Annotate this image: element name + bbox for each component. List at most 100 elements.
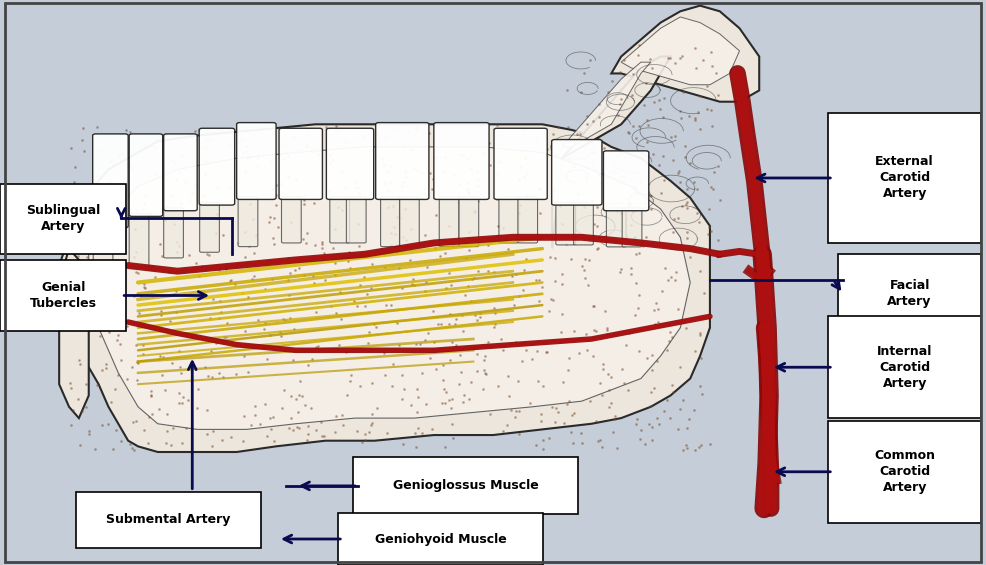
Point xyxy=(146,141,162,150)
FancyBboxPatch shape xyxy=(129,134,163,216)
Point xyxy=(512,292,528,301)
Point xyxy=(615,171,631,180)
Point xyxy=(244,341,259,350)
Point xyxy=(213,308,229,317)
Point xyxy=(162,316,177,325)
Point xyxy=(96,299,111,308)
Point xyxy=(595,359,610,368)
Point xyxy=(469,239,485,248)
Point xyxy=(144,211,160,220)
Point xyxy=(205,427,221,436)
Point xyxy=(69,201,85,210)
Point xyxy=(237,252,252,261)
Text: Genioglossus Muscle: Genioglossus Muscle xyxy=(392,479,538,492)
Point xyxy=(384,381,399,390)
Point xyxy=(546,187,562,196)
Point xyxy=(477,370,493,379)
Point xyxy=(273,332,289,341)
Point xyxy=(66,177,82,186)
Point xyxy=(641,323,657,332)
Point xyxy=(631,121,647,130)
Point xyxy=(165,157,180,166)
Point xyxy=(587,167,602,176)
Point xyxy=(377,178,392,187)
Point xyxy=(649,298,665,307)
Point xyxy=(383,229,398,238)
Point xyxy=(582,56,598,65)
Point xyxy=(334,420,350,429)
Point xyxy=(642,54,658,63)
Point xyxy=(573,88,589,97)
Point xyxy=(122,162,138,171)
Point xyxy=(383,178,398,187)
Point xyxy=(63,420,79,429)
Point xyxy=(589,416,604,425)
Point xyxy=(658,263,673,272)
Point xyxy=(158,215,174,224)
Point xyxy=(447,320,462,329)
Point xyxy=(266,213,282,222)
Point xyxy=(96,198,111,207)
Point xyxy=(489,195,505,204)
Polygon shape xyxy=(611,6,759,102)
Point xyxy=(532,410,548,419)
Point xyxy=(472,312,488,321)
Point xyxy=(90,122,106,131)
Point xyxy=(421,129,437,138)
Point xyxy=(197,363,213,372)
Point xyxy=(315,244,330,253)
Point xyxy=(595,390,610,399)
Point xyxy=(172,242,187,251)
Point xyxy=(236,437,251,446)
Point xyxy=(199,429,215,438)
Point xyxy=(252,419,268,428)
Point xyxy=(281,424,297,433)
Point xyxy=(113,149,129,158)
Point xyxy=(417,287,433,296)
Point xyxy=(456,397,471,406)
Point xyxy=(643,205,659,214)
Point xyxy=(542,295,558,304)
Point xyxy=(581,255,597,264)
Point xyxy=(110,304,126,313)
Point xyxy=(458,254,474,263)
Point xyxy=(447,171,462,180)
Point xyxy=(597,144,612,153)
Point xyxy=(642,191,658,200)
Point xyxy=(365,260,381,269)
Point xyxy=(670,424,686,433)
Point xyxy=(508,412,524,421)
Point xyxy=(468,167,484,176)
Point xyxy=(334,167,350,176)
Point xyxy=(101,328,116,337)
Point xyxy=(592,99,607,108)
Point xyxy=(384,161,399,170)
Point xyxy=(180,396,196,405)
Point xyxy=(202,313,218,322)
Point xyxy=(107,231,123,240)
Point xyxy=(103,178,118,187)
Point xyxy=(679,185,695,194)
Point xyxy=(85,188,101,197)
Point xyxy=(144,409,160,418)
Point xyxy=(405,193,421,202)
Point xyxy=(172,388,187,397)
Point xyxy=(467,310,483,319)
Point xyxy=(437,166,453,175)
FancyBboxPatch shape xyxy=(499,197,519,243)
Point xyxy=(167,289,182,298)
Point xyxy=(109,331,125,340)
Point xyxy=(617,205,633,214)
Point xyxy=(142,264,158,273)
Point xyxy=(640,354,656,363)
Point xyxy=(288,174,304,183)
Point xyxy=(627,233,643,242)
Point xyxy=(564,428,580,437)
Point xyxy=(266,437,282,446)
Point xyxy=(107,425,123,434)
Point xyxy=(101,206,116,215)
Point xyxy=(105,204,120,213)
Point xyxy=(255,324,271,333)
Point xyxy=(427,244,443,253)
Point xyxy=(422,169,438,178)
